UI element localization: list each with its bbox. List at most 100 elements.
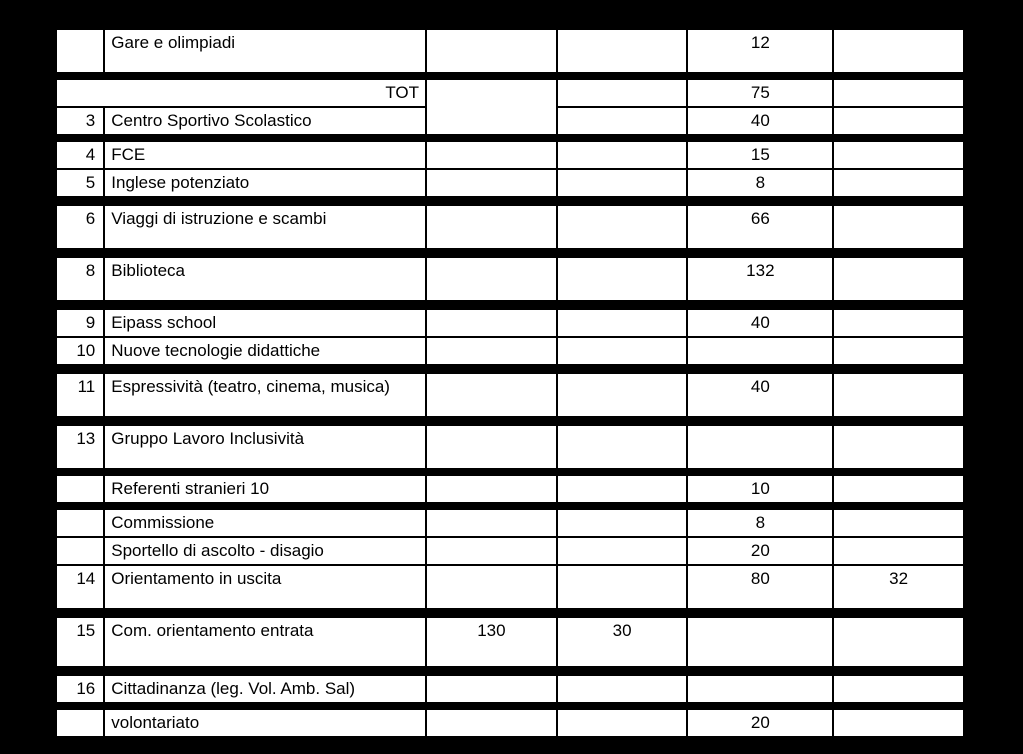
- table-row: TOT 75: [56, 79, 964, 107]
- row-number: [56, 29, 104, 73]
- table-row: volontariato 20: [56, 709, 964, 737]
- row-desc: Referenti stranieri 10: [104, 475, 426, 503]
- table-row: 9 Eipass school 40: [56, 309, 964, 337]
- cell-value: 20: [687, 537, 833, 565]
- table-row: 13 Gruppo Lavoro Inclusività: [56, 425, 964, 469]
- row-desc: Gruppo Lavoro Inclusività: [104, 425, 426, 469]
- row-number: 8: [56, 257, 104, 301]
- row-number: 14: [56, 565, 104, 609]
- cell-value: 20: [687, 709, 833, 737]
- cell: [426, 169, 557, 197]
- cell: [833, 675, 964, 703]
- cell: [557, 257, 688, 301]
- row-desc: Biblioteca: [104, 257, 426, 301]
- cell-value: 40: [687, 107, 833, 135]
- cell: [833, 425, 964, 469]
- tot-label: TOT: [56, 79, 426, 107]
- cell: [833, 309, 964, 337]
- row-number: 10: [56, 337, 104, 365]
- cell: [426, 141, 557, 169]
- cell: [426, 257, 557, 301]
- cell: [426, 373, 557, 417]
- table-row: Commissione 8: [56, 509, 964, 537]
- row-number: 3: [56, 107, 104, 135]
- cell-value: 40: [687, 373, 833, 417]
- cell: [426, 29, 557, 73]
- cell: [426, 205, 557, 249]
- table-row: 8 Biblioteca 132: [56, 257, 964, 301]
- row-desc: Gare e olimpiadi: [104, 29, 426, 73]
- cell: [557, 425, 688, 469]
- row-desc: Centro Sportivo Scolastico: [104, 107, 426, 135]
- row-number: 4: [56, 141, 104, 169]
- cell: [833, 205, 964, 249]
- cell: [833, 107, 964, 135]
- cell-value: 130: [426, 617, 557, 667]
- row-number: [56, 537, 104, 565]
- row-desc: Cittadinanza (leg. Vol. Amb. Sal): [104, 675, 426, 703]
- cell: [833, 537, 964, 565]
- cell: [833, 337, 964, 365]
- table-row: 16 Cittadinanza (leg. Vol. Amb. Sal): [56, 675, 964, 703]
- cell: [426, 425, 557, 469]
- cell: [557, 565, 688, 609]
- table-row: Sportello di ascolto - disagio 20: [56, 537, 964, 565]
- table-row: Gare e olimpiadi 12: [56, 29, 964, 73]
- row-number: [56, 509, 104, 537]
- cell: [687, 425, 833, 469]
- cell: [833, 373, 964, 417]
- cell: [426, 509, 557, 537]
- cell: [426, 309, 557, 337]
- cell: [426, 565, 557, 609]
- cell-value: 132: [687, 257, 833, 301]
- cell: [833, 29, 964, 73]
- row-number: [56, 709, 104, 737]
- cell: [557, 675, 688, 703]
- cell: [557, 475, 688, 503]
- cell: [687, 337, 833, 365]
- cell: [557, 141, 688, 169]
- cell: [426, 537, 557, 565]
- cell: [557, 107, 688, 135]
- cell-value: 75: [687, 79, 833, 107]
- row-number: 13: [56, 425, 104, 469]
- cell: [557, 709, 688, 737]
- cell: [557, 169, 688, 197]
- cell-value: 30: [557, 617, 688, 667]
- row-desc: Commissione: [104, 509, 426, 537]
- row-desc: Eipass school: [104, 309, 426, 337]
- cell: [557, 373, 688, 417]
- row-desc: Orientamento in uscita: [104, 565, 426, 609]
- cell: [687, 617, 833, 667]
- cell: [426, 79, 557, 135]
- row-number: [56, 475, 104, 503]
- table-row: Referenti stranieri 10 10: [56, 475, 964, 503]
- cell: [426, 337, 557, 365]
- table-row: 15 Com. orientamento entrata 130 30: [56, 617, 964, 667]
- cell-value: 8: [687, 169, 833, 197]
- cell: [557, 537, 688, 565]
- cell: [557, 509, 688, 537]
- cell: [426, 675, 557, 703]
- cell: [833, 169, 964, 197]
- cell: [833, 509, 964, 537]
- cell: [557, 29, 688, 73]
- activities-table: Gare e olimpiadi 12 TOT 75 3 Centro Spor…: [55, 28, 965, 738]
- row-desc: Com. orientamento entrata: [104, 617, 426, 667]
- cell: [557, 337, 688, 365]
- cell-value: 10: [687, 475, 833, 503]
- row-desc: FCE: [104, 141, 426, 169]
- cell: [833, 475, 964, 503]
- row-number: 6: [56, 205, 104, 249]
- row-desc: Sportello di ascolto - disagio: [104, 537, 426, 565]
- cell: [557, 309, 688, 337]
- cell: [833, 79, 964, 107]
- table-row: 11 Espressività (teatro, cinema, musica)…: [56, 373, 964, 417]
- row-desc: Viaggi di istruzione e scambi: [104, 205, 426, 249]
- cell: [833, 141, 964, 169]
- row-number: 5: [56, 169, 104, 197]
- cell: [833, 709, 964, 737]
- table-row: 4 FCE 15: [56, 141, 964, 169]
- row-number: 16: [56, 675, 104, 703]
- row-desc: Inglese potenziato: [104, 169, 426, 197]
